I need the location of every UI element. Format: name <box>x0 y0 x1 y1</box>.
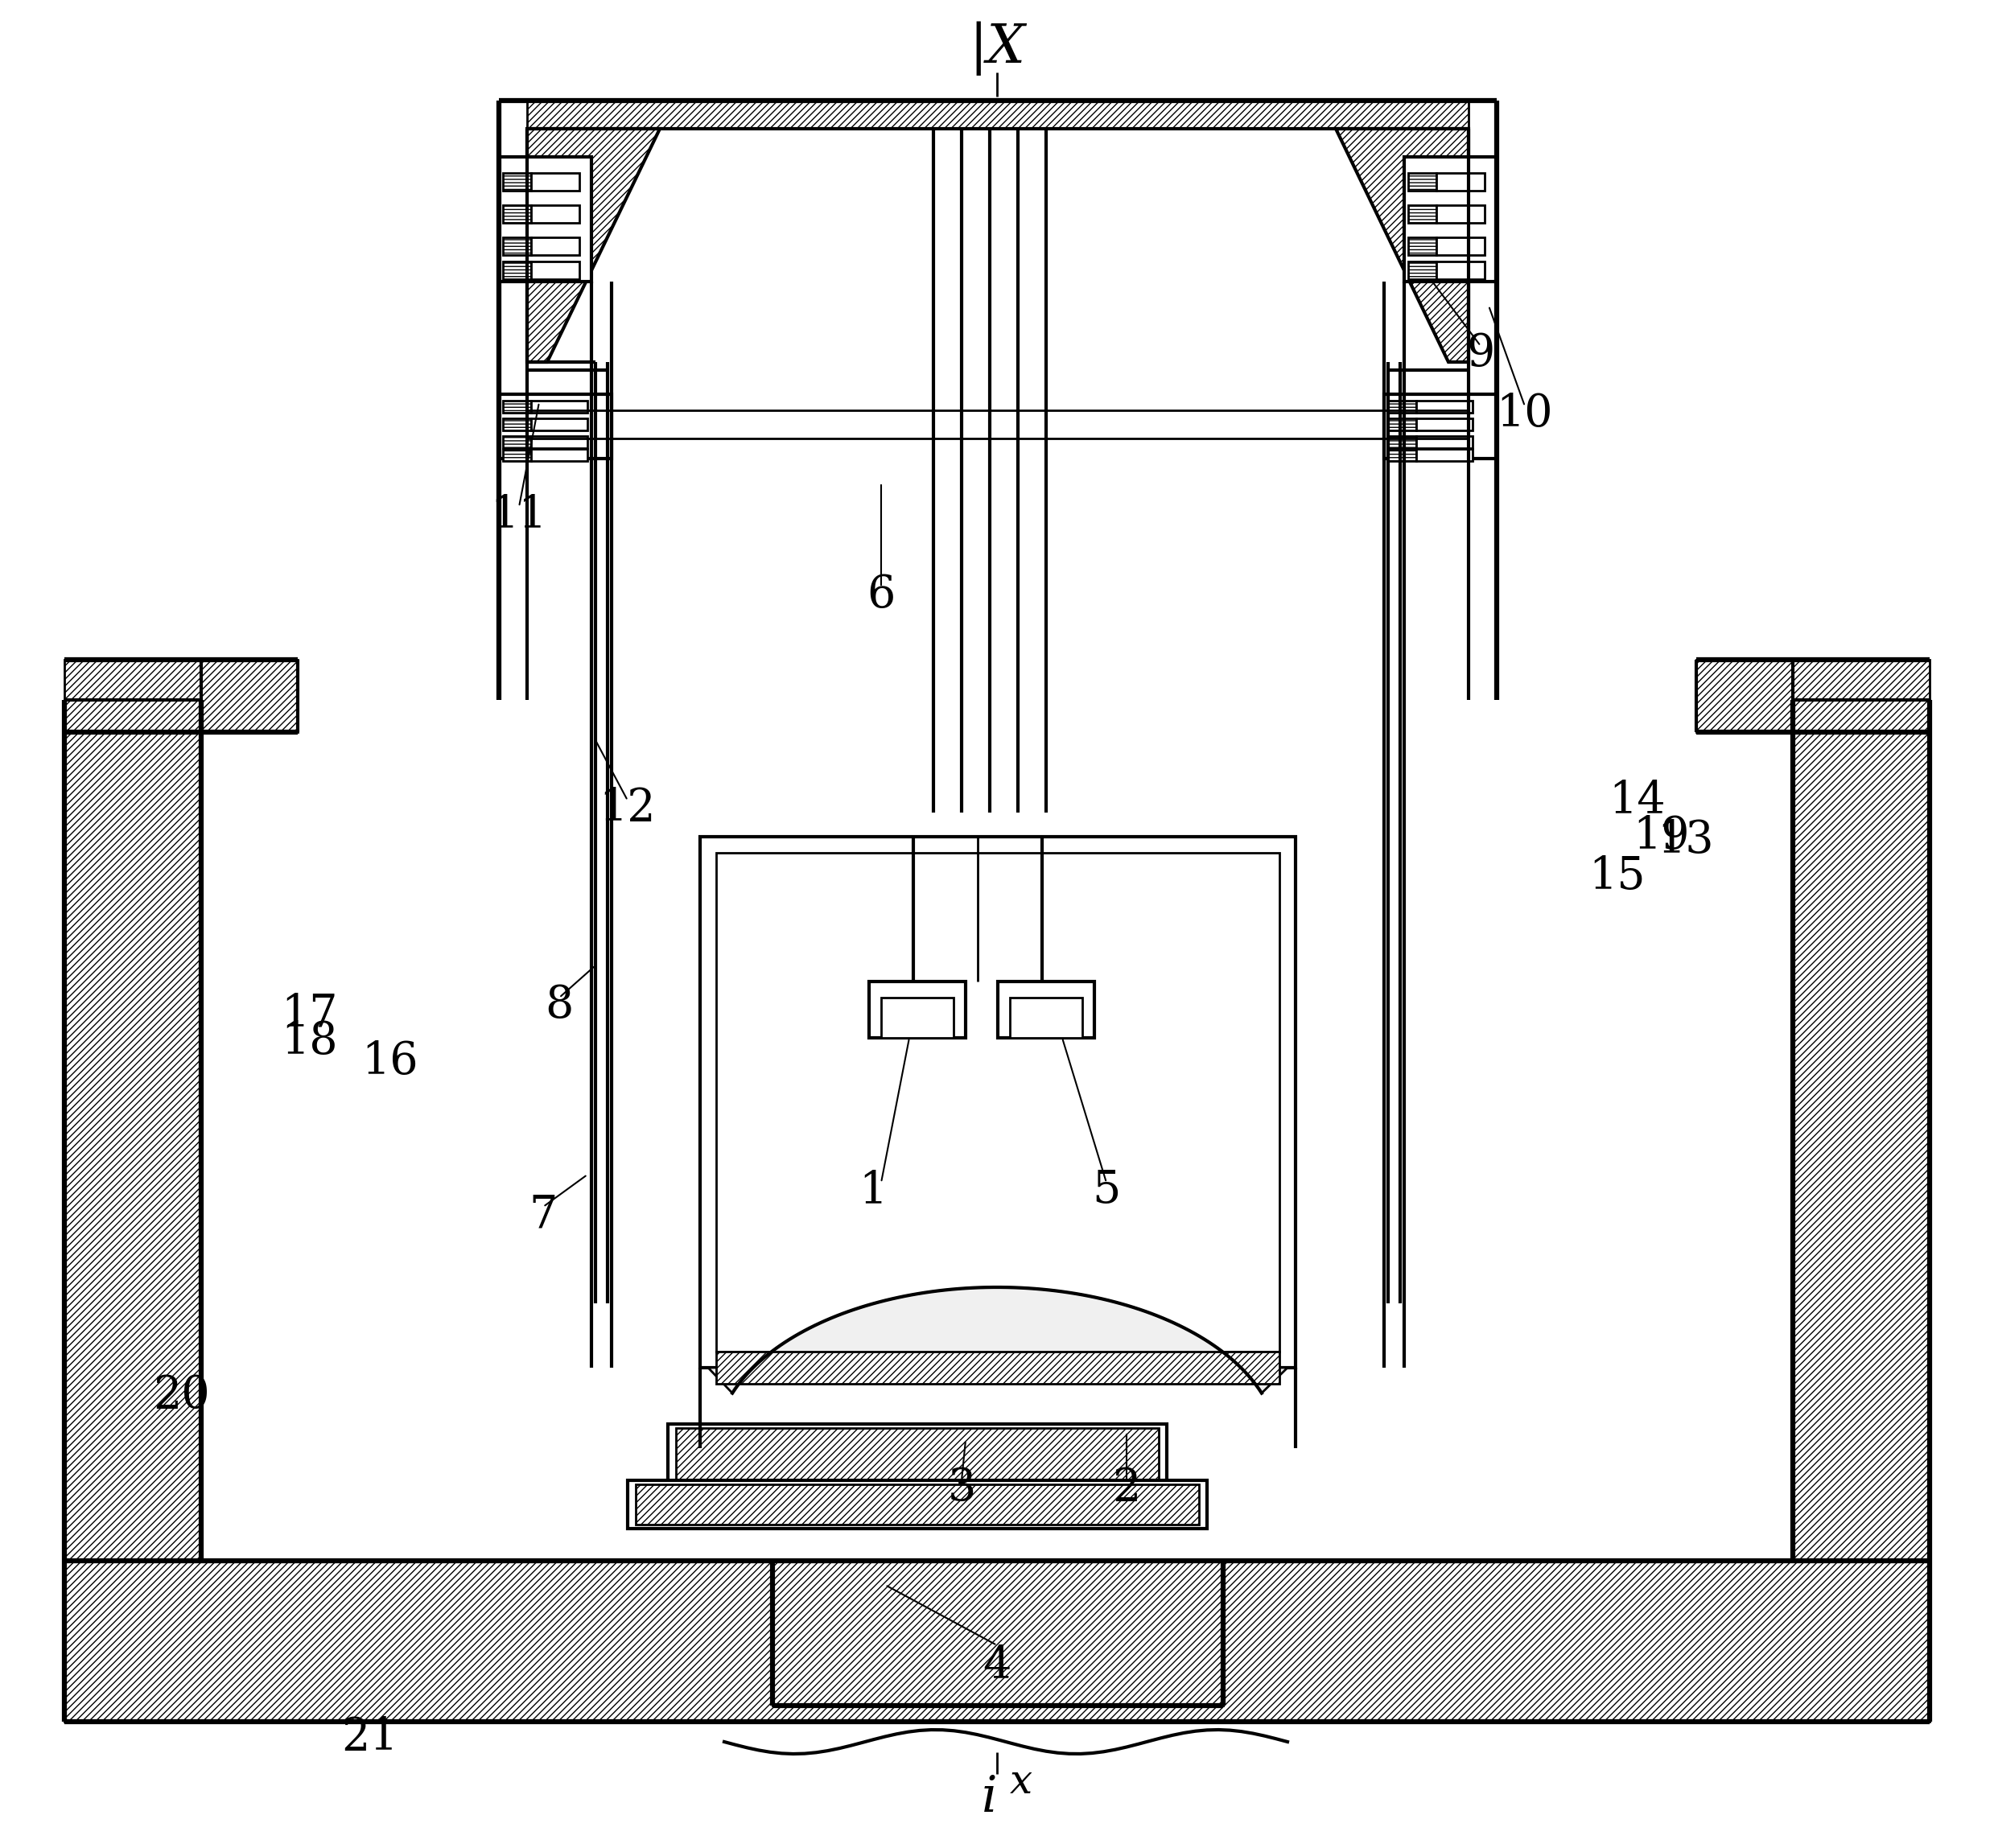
Bar <box>530 174 580 190</box>
Bar <box>64 1562 1930 1722</box>
Text: 6: 6 <box>867 573 895 617</box>
Text: 19: 19 <box>1633 815 1691 859</box>
Bar <box>530 261 580 279</box>
Text: i: i <box>981 1774 997 1822</box>
Text: 12: 12 <box>600 787 656 830</box>
Bar <box>1416 418 1472 431</box>
Bar <box>700 837 1296 1368</box>
Bar <box>530 436 588 447</box>
Bar <box>526 100 1468 129</box>
Text: 20: 20 <box>154 1373 209 1417</box>
Text: 5: 5 <box>1093 1168 1121 1212</box>
Text: 2: 2 <box>1113 1465 1141 1510</box>
Bar <box>628 1480 1206 1528</box>
Bar <box>498 200 526 211</box>
Bar <box>64 660 297 732</box>
Text: x: x <box>1009 1763 1033 1802</box>
Bar <box>716 852 1280 1351</box>
Bar <box>530 401 588 412</box>
Bar <box>502 449 530 460</box>
Bar <box>1408 174 1436 190</box>
Bar <box>1009 998 1083 1039</box>
Bar <box>498 394 612 458</box>
Polygon shape <box>1336 129 1468 362</box>
Bar <box>869 981 965 1039</box>
Bar <box>502 418 530 431</box>
Bar <box>1436 174 1486 190</box>
Bar <box>716 1351 1280 1384</box>
Bar <box>1388 449 1416 460</box>
Bar <box>1436 205 1486 224</box>
Bar <box>1408 261 1436 279</box>
Bar <box>498 394 612 458</box>
Text: 9: 9 <box>1466 333 1496 375</box>
Bar <box>1404 157 1497 281</box>
Bar <box>1388 401 1416 412</box>
Bar <box>676 1429 1159 1484</box>
Bar <box>502 174 530 190</box>
Text: 13: 13 <box>1657 819 1715 863</box>
Bar <box>1697 660 1930 732</box>
Text: 21: 21 <box>341 1715 399 1759</box>
Bar <box>498 218 526 231</box>
Bar <box>636 1484 1198 1525</box>
Text: 17: 17 <box>281 992 339 1035</box>
Bar <box>530 418 588 431</box>
Bar <box>1416 401 1472 412</box>
Polygon shape <box>526 129 660 362</box>
Text: 18: 18 <box>281 1020 339 1064</box>
Text: 14: 14 <box>1609 778 1665 822</box>
Bar <box>1388 436 1416 447</box>
Bar <box>668 1425 1166 1488</box>
Bar <box>1408 237 1436 255</box>
Bar <box>502 261 530 279</box>
Text: 8: 8 <box>544 983 574 1027</box>
Bar <box>530 237 580 255</box>
Bar <box>1793 700 1930 1562</box>
Bar <box>498 157 592 281</box>
Bar <box>1436 237 1486 255</box>
Bar <box>1416 449 1472 460</box>
Bar <box>498 168 588 249</box>
Bar <box>498 168 588 249</box>
Bar <box>502 237 530 255</box>
Bar <box>1384 394 1497 458</box>
Bar <box>1384 394 1497 458</box>
Text: 3: 3 <box>947 1465 975 1510</box>
Text: |X: |X <box>969 20 1025 76</box>
Bar <box>502 205 530 224</box>
Bar <box>502 436 530 447</box>
Text: 7: 7 <box>528 1192 558 1236</box>
Bar <box>498 179 526 192</box>
Bar <box>530 205 580 224</box>
Text: 1: 1 <box>859 1168 887 1212</box>
Text: 15: 15 <box>1589 856 1645 898</box>
Polygon shape <box>708 1288 1288 1393</box>
Text: 11: 11 <box>491 493 548 538</box>
Bar <box>997 981 1095 1039</box>
Bar <box>530 449 588 460</box>
Bar <box>881 998 953 1039</box>
Bar <box>1416 436 1472 447</box>
Bar <box>1388 418 1416 431</box>
Bar <box>1436 261 1486 279</box>
Bar <box>1408 205 1436 224</box>
Bar <box>772 1562 1222 1706</box>
Bar <box>498 157 592 281</box>
Bar <box>502 401 530 412</box>
Text: 4: 4 <box>983 1643 1011 1687</box>
Bar <box>1404 157 1497 281</box>
Text: 16: 16 <box>361 1040 419 1085</box>
Bar <box>64 700 201 1562</box>
Text: 10: 10 <box>1497 392 1553 436</box>
